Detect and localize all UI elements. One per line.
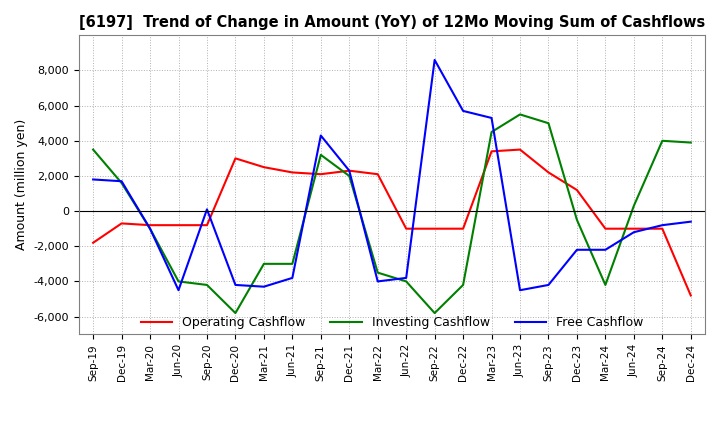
Free Cashflow [402,275,410,281]
Investing Cashflow [174,279,183,284]
Free Cashflow [202,207,211,212]
Investing Cashflow [402,279,410,284]
Free Cashflow [374,279,382,284]
Investing Cashflow [288,261,297,267]
Free Cashflow [231,282,240,288]
Operating Cashflow [174,223,183,228]
Operating Cashflow [317,172,325,177]
Free Cashflow [572,247,581,253]
Y-axis label: Amount (million yen): Amount (million yen) [15,119,28,250]
Operating Cashflow [402,226,410,231]
Investing Cashflow [317,152,325,158]
Operating Cashflow [345,168,354,173]
Investing Cashflow [431,310,439,315]
Free Cashflow [516,288,524,293]
Investing Cashflow [145,226,154,231]
Investing Cashflow [629,203,638,209]
Operating Cashflow [487,149,496,154]
Free Cashflow [345,168,354,173]
Free Cashflow [174,288,183,293]
Operating Cashflow [288,170,297,175]
Operating Cashflow [658,226,667,231]
Investing Cashflow [231,310,240,315]
Operating Cashflow [686,293,695,298]
Operating Cashflow [544,170,553,175]
Investing Cashflow [487,129,496,135]
Operating Cashflow [231,156,240,161]
Operating Cashflow [145,223,154,228]
Investing Cashflow [658,138,667,143]
Operating Cashflow [516,147,524,152]
Operating Cashflow [601,226,610,231]
Free Cashflow [117,179,126,184]
Operating Cashflow [117,221,126,226]
Investing Cashflow [260,261,269,267]
Operating Cashflow [202,223,211,228]
Line: Operating Cashflow: Operating Cashflow [93,150,690,296]
Investing Cashflow [117,180,126,186]
Investing Cashflow [202,282,211,288]
Operating Cashflow [459,226,467,231]
Operating Cashflow [629,226,638,231]
Operating Cashflow [572,187,581,193]
Free Cashflow [487,115,496,121]
Free Cashflow [601,247,610,253]
Free Cashflow [317,133,325,138]
Investing Cashflow [601,282,610,288]
Legend: Operating Cashflow, Investing Cashflow, Free Cashflow: Operating Cashflow, Investing Cashflow, … [135,311,648,334]
Investing Cashflow [459,282,467,288]
Investing Cashflow [345,173,354,179]
Investing Cashflow [572,217,581,223]
Investing Cashflow [544,121,553,126]
Operating Cashflow [89,240,97,246]
Operating Cashflow [431,226,439,231]
Investing Cashflow [374,270,382,275]
Free Cashflow [544,282,553,288]
Investing Cashflow [516,112,524,117]
Line: Free Cashflow: Free Cashflow [93,60,690,290]
Free Cashflow [288,275,297,281]
Free Cashflow [686,219,695,224]
Free Cashflow [459,108,467,114]
Free Cashflow [658,223,667,228]
Operating Cashflow [260,165,269,170]
Free Cashflow [145,226,154,231]
Investing Cashflow [89,147,97,152]
Title: [6197]  Trend of Change in Amount (YoY) of 12Mo Moving Sum of Cashflows: [6197] Trend of Change in Amount (YoY) o… [78,15,705,30]
Free Cashflow [431,57,439,62]
Free Cashflow [260,284,269,290]
Line: Investing Cashflow: Investing Cashflow [93,114,690,313]
Free Cashflow [629,230,638,235]
Investing Cashflow [686,140,695,145]
Operating Cashflow [374,172,382,177]
Free Cashflow [89,177,97,182]
